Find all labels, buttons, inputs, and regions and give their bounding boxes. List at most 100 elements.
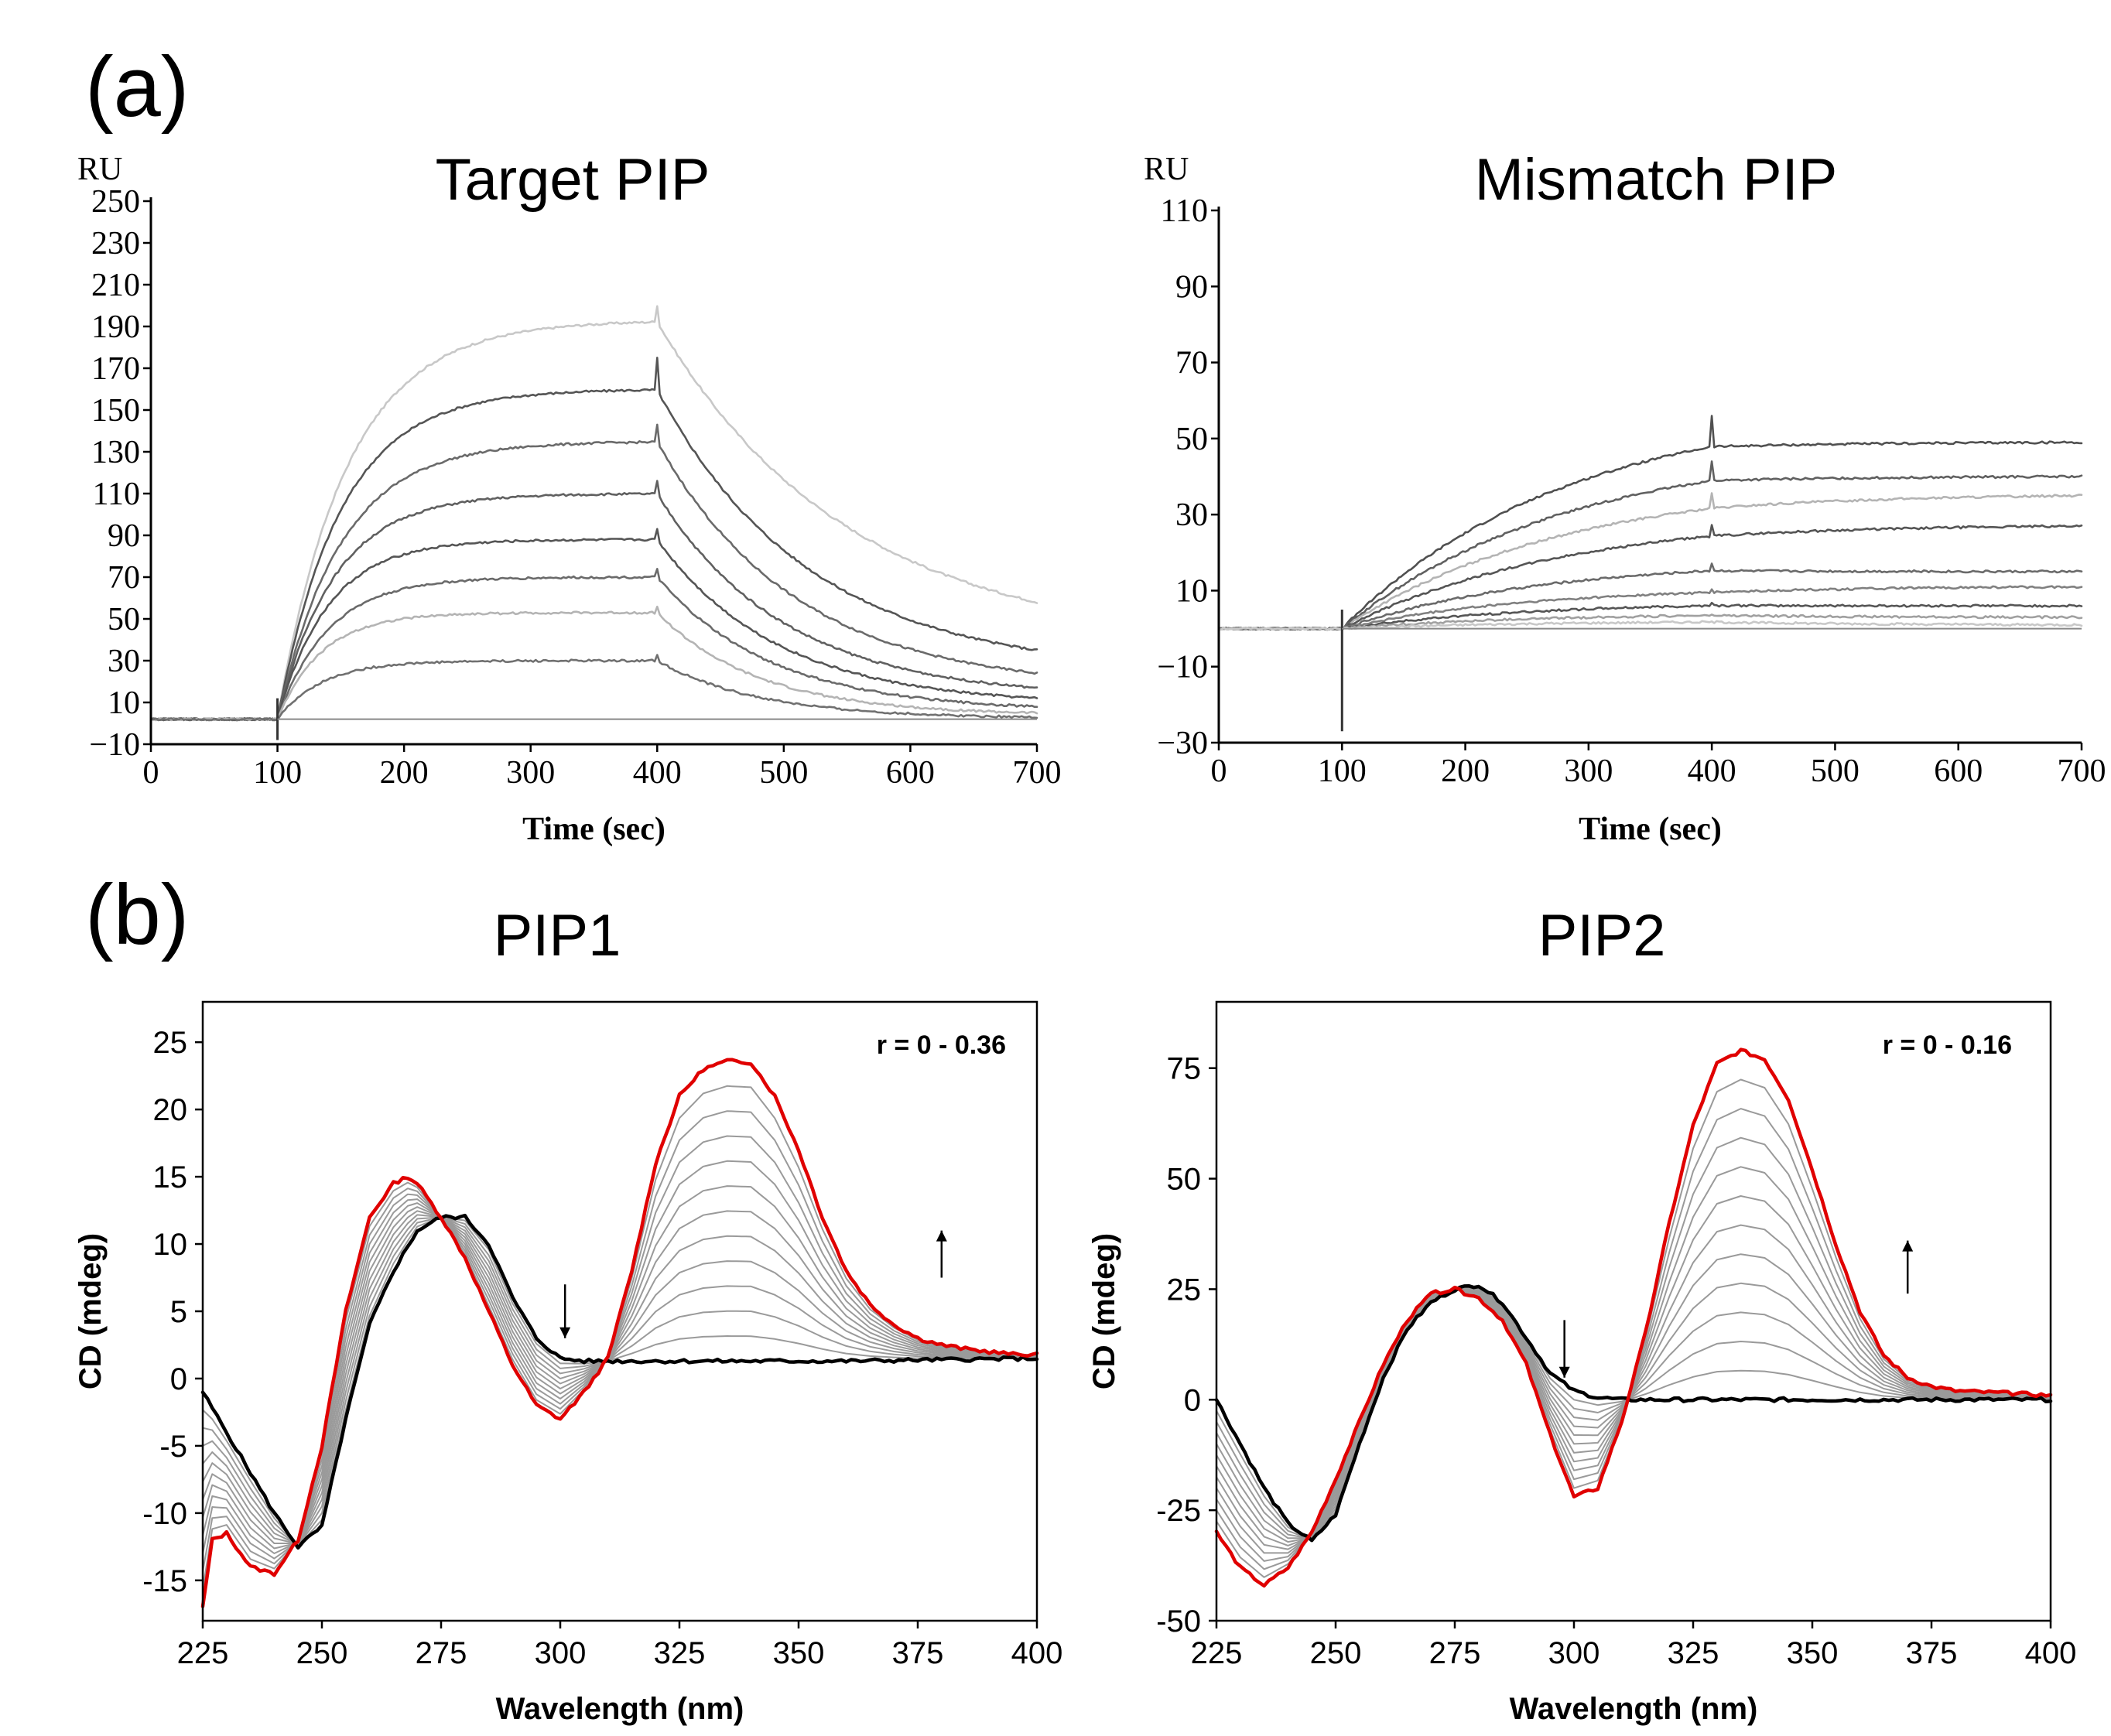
titration-curve: [202, 1206, 1038, 1544]
titration-curve: [1216, 1285, 2051, 1542]
y-axis-label: CD (mdeg): [74, 1233, 108, 1389]
titration-curve: [202, 1210, 1038, 1545]
series-group: [1217, 415, 2083, 732]
y-tick-label: 75: [1167, 1052, 1202, 1086]
x-tick-label: 275: [416, 1636, 467, 1670]
y-tick-label: -50: [1156, 1604, 1201, 1639]
y-tick-label: 150: [91, 393, 140, 429]
curve-r-max: [200, 1058, 1039, 1608]
series-group: [1214, 1047, 2053, 1588]
y-tick-label: 110: [93, 477, 140, 512]
x-tick-label: 375: [1906, 1636, 1958, 1670]
sensorgram-conc-8: [149, 654, 1038, 722]
x-tick-label: 275: [1429, 1636, 1481, 1670]
y-tick-label: 110: [1161, 193, 1208, 229]
y-tick-label: 170: [91, 351, 140, 387]
x-axis-label: Time (sec): [1579, 812, 1722, 847]
plot-frame: [1215, 1000, 2052, 1622]
y-axis-label: RU: [1144, 152, 1189, 187]
y-tick-label: 50: [1167, 1163, 1202, 1197]
titration-curve: [202, 1135, 1038, 1560]
y-tick-label: 10: [153, 1228, 188, 1262]
curve-r-max: [1214, 1047, 2053, 1588]
chart-title: PIP1: [494, 903, 621, 969]
x-tick-label: 500: [759, 755, 808, 791]
trend-arrow-head: [1902, 1240, 1914, 1252]
sensorgram-conc-3: [1217, 492, 2083, 631]
mismatch-pip-chart: Mismatch PIP RU Time (sec) −30 −10 10 30 50 70 90…: [1144, 147, 2106, 847]
x-tick-label: 400: [633, 755, 682, 791]
x-tick-label: 350: [1787, 1636, 1839, 1670]
y-tick-label: -5: [159, 1430, 187, 1464]
sensorgram-conc-2: [149, 357, 1038, 722]
curve-r-zero: [1214, 1284, 2053, 1543]
pip1-cd-chart: PIP1 -15 -10 -5 0 5 10 15 20 25 225 250 275 300 325 350…: [74, 903, 1062, 1726]
x-tick-label: 375: [892, 1636, 944, 1670]
series-group: [200, 1058, 1039, 1608]
titration-curve: [1216, 1286, 2051, 1541]
x-tick-label: 100: [253, 755, 302, 791]
trend-arrow-head: [936, 1230, 947, 1242]
y-axis-label: CD (mdeg): [1087, 1233, 1121, 1389]
x-tick-label: 250: [1310, 1636, 1362, 1670]
sensorgram-conc-3: [149, 423, 1038, 722]
r-range-annotation: r = 0 - 0.16: [1883, 1030, 2012, 1060]
x-tick-label: 300: [506, 755, 555, 791]
curve-r-zero: [200, 1213, 1039, 1550]
x-tick-label: 400: [1011, 1636, 1063, 1670]
x-tick-label: 300: [1548, 1636, 1600, 1670]
y-tick-label: 130: [91, 435, 140, 470]
y-tick-label: 70: [1175, 346, 1208, 381]
y-tick-label: 10: [1175, 573, 1208, 609]
sensorgram-conc-7: [149, 605, 1038, 722]
sensorgram-conc-6: [1217, 585, 2083, 631]
x-tick-label: 300: [535, 1636, 587, 1670]
x-tick-label: 400: [2025, 1636, 2077, 1670]
trend-arrow-head: [559, 1327, 571, 1338]
y-tick-label: 30: [108, 644, 140, 679]
y-tick-label: 50: [108, 602, 140, 637]
x-axis-label: Wavelength (nm): [1510, 1692, 1758, 1726]
sensorgram-conc-4: [149, 480, 1038, 722]
titration-curve: [202, 1216, 1038, 1546]
chart-title: Mismatch PIP: [1475, 147, 1838, 213]
x-tick-label: 300: [1564, 754, 1613, 789]
y-tick-label: 210: [91, 268, 140, 303]
x-tick-label: 700: [2058, 754, 2106, 789]
x-tick-label: 350: [773, 1636, 825, 1670]
y-axis-label: RU: [77, 152, 122, 187]
titration-curve: [202, 1214, 1038, 1546]
x-tick-label: 600: [886, 755, 935, 791]
titration-curve: [202, 1160, 1038, 1554]
y-tick-label: 70: [108, 560, 140, 596]
x-tick-label: 400: [1688, 754, 1736, 789]
x-tick-label: 225: [1191, 1636, 1243, 1670]
sensorgram-conc-2: [1217, 460, 2083, 631]
sensorgram-conc-5: [1217, 562, 2083, 631]
x-tick-label: 325: [654, 1636, 706, 1670]
x-axis-label: Time (sec): [522, 812, 665, 847]
y-tick-label: 90: [1175, 269, 1208, 305]
y-tick-label: -15: [142, 1564, 187, 1598]
y-tick-label: 5: [170, 1295, 187, 1329]
x-tick-label: 600: [1934, 754, 1983, 789]
y-tick-label: −30: [1157, 726, 1208, 761]
x-tick-label: 500: [1811, 754, 1860, 789]
titration-curve: [202, 1185, 1038, 1550]
x-tick-label: 700: [1013, 755, 1062, 791]
sensorgram-conc-1: [149, 305, 1038, 722]
y-tick-label: −10: [1157, 650, 1208, 685]
titration-curve: [202, 1110, 1038, 1573]
y-tick-label: 250: [91, 184, 140, 220]
series-group: [149, 305, 1038, 740]
y-tick-label: -10: [142, 1497, 187, 1531]
sensorgram-conc-5: [149, 528, 1038, 722]
y-tick-label: 10: [108, 685, 140, 721]
x-tick-label: 200: [1441, 754, 1490, 789]
x-axis-label: Wavelength (nm): [496, 1692, 744, 1726]
y-tick-label: 25: [1167, 1273, 1202, 1307]
x-tick-label: 225: [177, 1636, 229, 1670]
y-tick-label: 30: [1175, 497, 1208, 533]
panel-label-b: (b): [85, 867, 189, 962]
